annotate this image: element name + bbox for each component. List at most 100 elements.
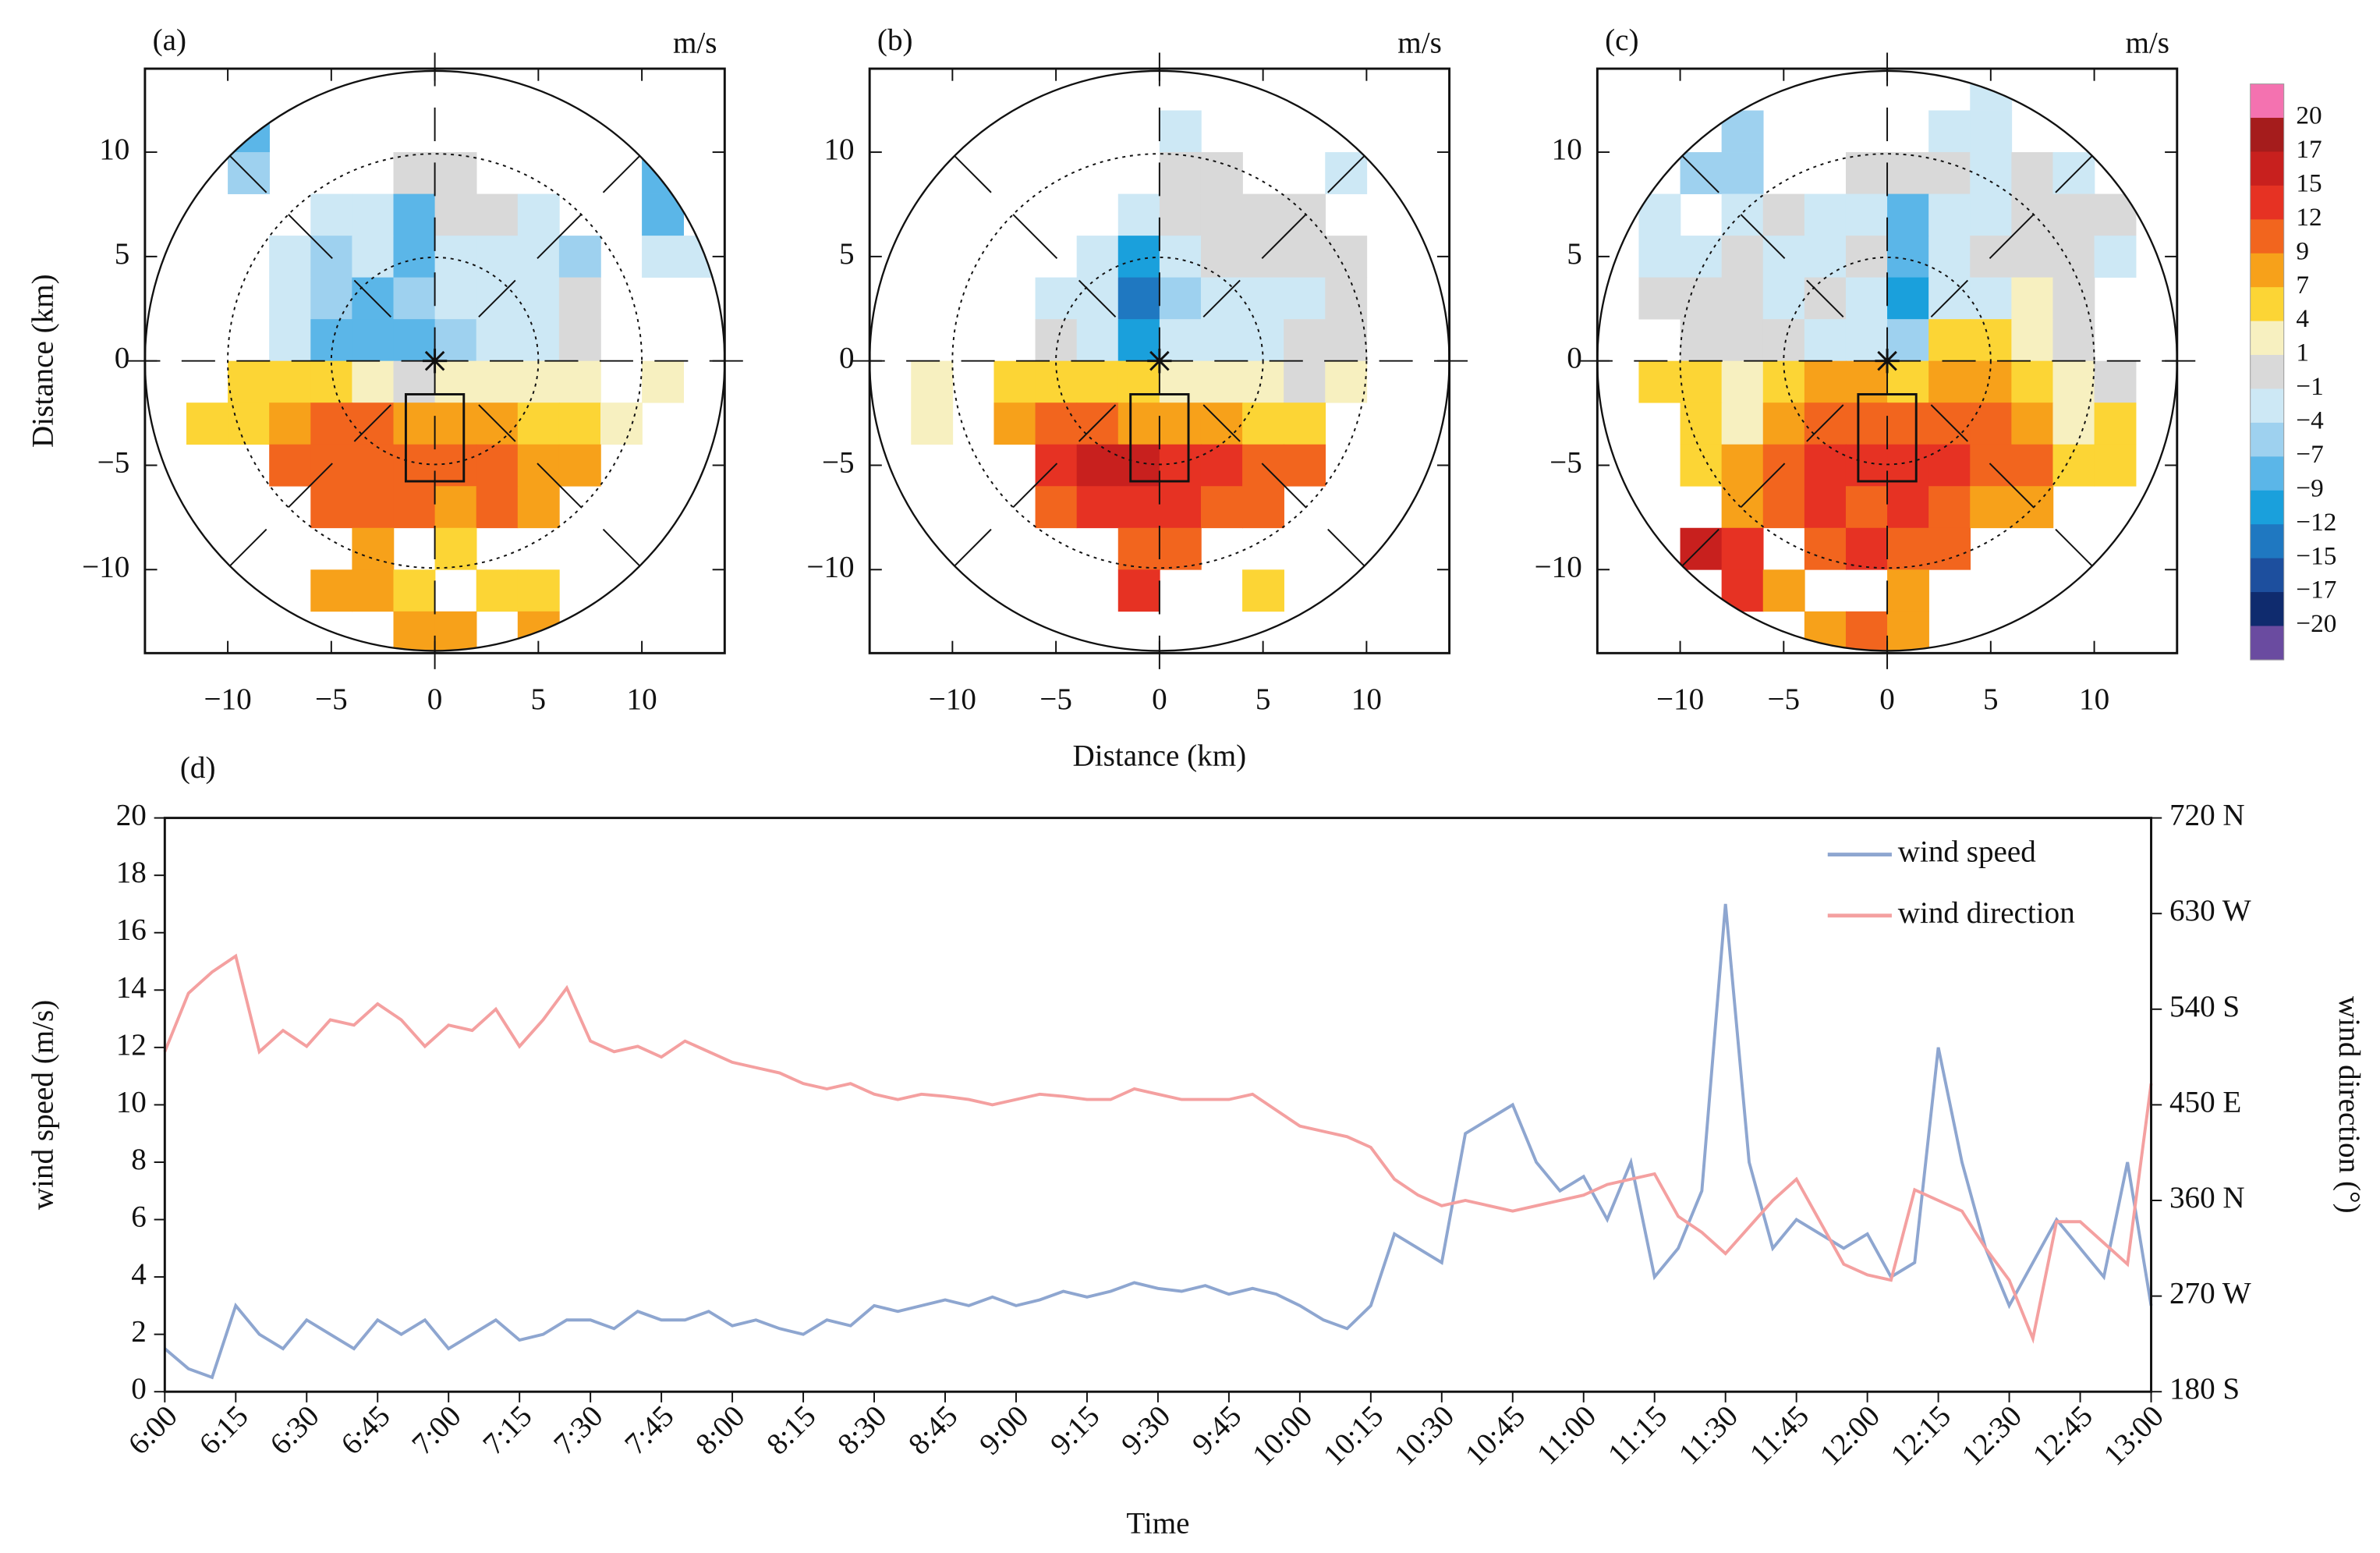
radar-cell: [1762, 360, 1805, 403]
radar-cell: [310, 193, 353, 236]
radar-cell: [1845, 236, 1888, 278]
spoke: [478, 404, 516, 442]
radar-cell: [1680, 277, 1723, 320]
radar-cell: [1970, 277, 2013, 320]
radar-cell: [228, 152, 270, 194]
radar-cell: [993, 360, 1036, 403]
radar-cell: [393, 611, 436, 651]
spoke: [229, 528, 267, 567]
range-ring: [951, 153, 1368, 569]
spoke: [537, 463, 583, 509]
colorbar-bin: [2250, 592, 2284, 627]
radar-cell: [434, 611, 477, 651]
radar-cell: [517, 193, 560, 236]
radar-cell: [1762, 444, 1805, 487]
y2-tick-label: 630 W: [2169, 894, 2251, 927]
spoke: [602, 528, 641, 567]
x-tick-label: −5: [1767, 683, 1800, 716]
y-tick-label: 8: [131, 1143, 147, 1176]
colorbar-bin: [2250, 83, 2284, 119]
radar-cell: [1970, 319, 2013, 362]
radar-cell: [1284, 236, 1326, 278]
panel-label: (a): [153, 23, 186, 57]
plot-frame: [163, 817, 2152, 1393]
radar-cell: [1242, 277, 1284, 320]
x-tick-label: 8:15: [760, 1399, 823, 1462]
x-tick-label: 0: [427, 683, 443, 716]
radar-cell: [517, 277, 560, 320]
y-tick-label: 10: [99, 133, 129, 166]
colorbar-bin: [2250, 558, 2284, 593]
radar-cell: [1804, 486, 1847, 529]
radar-cell: [2011, 319, 2054, 362]
site-marker: [1147, 349, 1172, 374]
colorbar-label: −7: [2296, 440, 2323, 469]
radar-cell: [2094, 236, 2137, 278]
x-tick-label: −5: [1039, 683, 1072, 716]
x-tick-label: 10: [1351, 683, 1382, 716]
x-tick-label: 10:30: [1388, 1399, 1461, 1472]
radar-cell: [310, 569, 353, 612]
radar-cell: [2011, 236, 2054, 278]
target-box: [404, 393, 466, 483]
spoke: [1740, 463, 1786, 509]
panel-label: (c): [1605, 23, 1638, 57]
radar-cell: [1721, 527, 1764, 570]
radar-cell: [1762, 402, 1805, 445]
y-tick-label: 10: [823, 133, 854, 166]
radar-cell: [2011, 360, 2054, 403]
radar-cell: [1970, 193, 2013, 236]
radar-cell: [1242, 360, 1284, 403]
x-tick-label: −5: [315, 683, 348, 716]
colorbar-label: 15: [2296, 169, 2322, 198]
site-marker: [422, 349, 448, 374]
y-tick-label: 5: [115, 237, 130, 271]
radar-cell: [1035, 444, 1078, 487]
series-line: [164, 903, 2153, 1380]
radar-cell: [1076, 360, 1119, 403]
radar-cell: [310, 444, 353, 487]
y2-tick-label: 360 N: [2169, 1181, 2245, 1214]
radar-cell: [1928, 444, 1971, 487]
radar-cell: [476, 319, 519, 362]
spoke: [288, 214, 333, 259]
radar-cell: [1970, 402, 2013, 445]
range-ring: [1055, 256, 1264, 466]
x-axis-label: Distance (km): [1073, 739, 1247, 772]
colorbar-bin: [2250, 490, 2284, 525]
spoke: [1012, 463, 1058, 509]
radar-cell: [310, 486, 353, 529]
radar-cell: [1680, 402, 1723, 445]
legend-label: wind speed: [1898, 835, 2036, 869]
x-tick-label: 8:00: [689, 1399, 752, 1462]
radar-cell: [228, 360, 270, 403]
radar-cell: [1804, 444, 1847, 487]
x-tick-label: 9:00: [973, 1399, 1036, 1462]
radar-cell: [1076, 236, 1119, 278]
radar-cell: [1928, 193, 1971, 236]
colorbar-label: 7: [2296, 271, 2309, 300]
radar-cell: [1076, 319, 1119, 362]
radar-cell: [1159, 152, 1202, 194]
radar-cell: [1200, 193, 1243, 236]
colorbar-label: 20: [2296, 101, 2322, 130]
x-tick-label: 11:00: [1531, 1399, 1603, 1471]
radar-cell: [1887, 569, 1929, 612]
radar-cell: [1117, 527, 1160, 570]
radar-cell: [1762, 486, 1805, 529]
x-tick-label: 6:15: [193, 1399, 255, 1462]
radar-cell: [476, 193, 519, 236]
spoke: [1261, 463, 1307, 509]
legend-label: wind direction: [1898, 896, 2075, 930]
radar-cell: [1928, 236, 1971, 278]
spoke: [1261, 214, 1307, 259]
radar-cell: [1970, 360, 2013, 403]
radar-cell: [393, 486, 436, 529]
spoke: [1806, 279, 1844, 318]
spoke: [2055, 528, 2093, 567]
colorbar-label: −12: [2296, 508, 2336, 537]
radar-cell: [1284, 402, 1326, 445]
spoke: [1989, 214, 2035, 259]
range-ring: [227, 153, 643, 569]
